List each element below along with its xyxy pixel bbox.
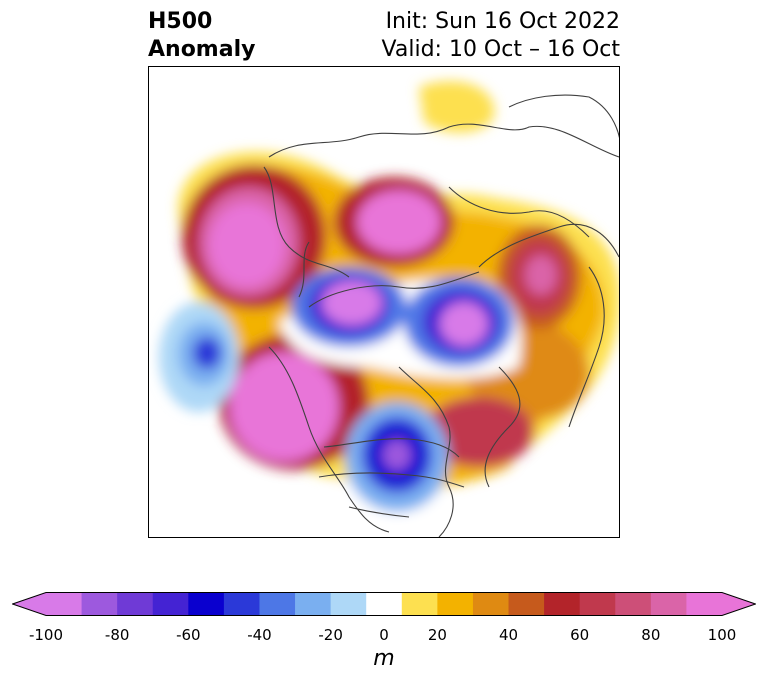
- colorbar-swatch: [615, 592, 652, 616]
- coastline-greenland: [484, 366, 521, 488]
- colorbar-swatch: [152, 592, 189, 616]
- colorbar-swatches: [12, 592, 756, 616]
- title-line1: H500: [148, 9, 213, 34]
- colorbar-over-arrow: [722, 592, 756, 616]
- colorbar-swatch: [544, 592, 581, 616]
- colorbar-swatch: [472, 592, 510, 616]
- colorbar-swatch: [81, 592, 118, 616]
- colorbar-tick-label: 20: [427, 626, 447, 644]
- coastlines: [263, 94, 619, 537]
- colorbar-swatch: [686, 592, 723, 616]
- figure-title-right: Init: Sun 16 Oct 2022 Valid: 10 Oct – 16…: [382, 8, 620, 64]
- colorbar-outline: [12, 592, 756, 616]
- coastline-nw-eurasia: [508, 94, 619, 139]
- negative-core-gulf-alaska-peak: [193, 337, 221, 369]
- colorbar-swatch: [579, 592, 616, 616]
- colorbar-swatch: [295, 592, 332, 616]
- colorbar-swatch: [223, 592, 260, 616]
- colorbar-swatch: [188, 592, 225, 616]
- figure-title-left: H500 Anomaly: [148, 8, 255, 64]
- colorbar: [12, 592, 756, 616]
- coastline-arctic-rim: [268, 123, 619, 158]
- colorbar-swatch: [117, 592, 154, 616]
- colorbar-unit-label: m: [373, 646, 395, 671]
- coastline-mexico: [348, 506, 410, 518]
- coastline-siberia: [478, 223, 619, 268]
- colorbar-tick-label: -40: [247, 626, 272, 644]
- colorbar-tick-label: -100: [28, 626, 64, 644]
- colorbar-tick-label: -80: [104, 626, 130, 644]
- positive-core-siberia-inner: [357, 190, 441, 254]
- colorbar-tick-label: 40: [498, 626, 519, 644]
- colorbar-under-arrow: [12, 592, 46, 616]
- colorbar-swatch: [401, 592, 438, 616]
- colorbar-tick-label: 80: [641, 626, 661, 644]
- coastline-alaska-interior: [323, 438, 460, 458]
- coastline-europe: [568, 266, 605, 428]
- coastline-russia-interior: [448, 186, 590, 238]
- coastline-arctic-islands: [308, 271, 480, 308]
- colorbar-tick-label: -60: [176, 626, 201, 644]
- colorbar-swatch: [259, 592, 296, 616]
- colorbar-swatch: [366, 592, 403, 616]
- negative-core-arctic-peak: [322, 281, 382, 325]
- colorbar-swatch: [508, 592, 545, 616]
- coastline-north-america: [268, 346, 390, 533]
- valid-range: Valid: 10 Oct – 16 Oct: [381, 37, 620, 62]
- positive-core-aleutian-peak: [209, 203, 285, 287]
- coastline-east-na: [398, 366, 454, 537]
- colorbar-tick-label: -20: [318, 626, 343, 644]
- coastline-alaska: [263, 166, 350, 278]
- colorbar-tick-label: 0: [379, 626, 389, 644]
- positive-core-atlantic: [424, 397, 534, 467]
- ridge-asia: [419, 81, 495, 133]
- colorbar-tick-label: 60: [570, 626, 590, 644]
- map-svg: [159, 81, 619, 537]
- title-line2: Anomaly: [148, 37, 256, 62]
- colorbar-swatch: [650, 592, 687, 616]
- init-date: Init: Sun 16 Oct 2022: [385, 9, 620, 34]
- colorbar-tick-label: 100: [707, 626, 737, 644]
- positive-core-westna-inner: [229, 352, 339, 462]
- colorbar-swatch: [46, 592, 83, 616]
- negative-core-greatlakes-peak: [383, 440, 411, 470]
- positive-core-eurasia-peak: [525, 255, 557, 295]
- negative-core-kara-peak: [440, 302, 488, 346]
- coastline-us-south: [318, 472, 465, 488]
- colorbar-swatch: [437, 592, 474, 616]
- colorbar-swatch: [330, 592, 367, 616]
- coastline-canada-north: [298, 241, 310, 298]
- anomaly-map: [148, 66, 620, 538]
